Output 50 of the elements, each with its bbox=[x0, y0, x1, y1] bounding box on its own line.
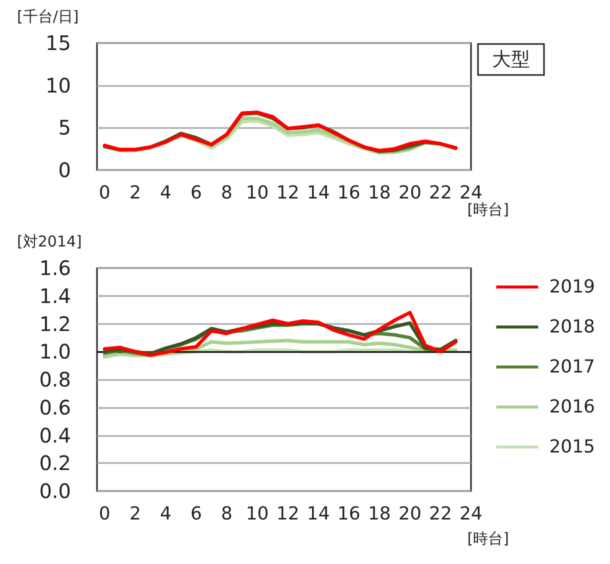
x-tick-label: 24 bbox=[460, 182, 482, 204]
y-tick-label: 1.6 bbox=[39, 256, 71, 280]
x-tick-label: 4 bbox=[160, 504, 172, 524]
x-tick-label: 14 bbox=[306, 504, 330, 524]
x-axis-title: [時台] bbox=[467, 530, 510, 548]
y-axis-title: [対2014] bbox=[17, 232, 82, 250]
x-tick-label: 8 bbox=[221, 504, 232, 524]
x-tick-label: 0 bbox=[98, 182, 110, 204]
y-tick-label: 15 bbox=[46, 31, 71, 55]
y-tick-label: 1.0 bbox=[39, 340, 71, 364]
y-tick-label: 0.8 bbox=[39, 368, 71, 392]
y-tick-label: 1.4 bbox=[39, 284, 71, 308]
y-tick-label: 10 bbox=[46, 73, 71, 98]
x-tick-label: 6 bbox=[190, 182, 202, 204]
x-tick-label: 10 bbox=[246, 504, 269, 524]
x-tick-label: 16 bbox=[337, 504, 360, 524]
y-tick-label: 0.0 bbox=[39, 479, 71, 503]
y-tick-label: 5 bbox=[58, 116, 71, 140]
y-tick-label: 1.2 bbox=[39, 312, 71, 336]
x-tick-label: 12 bbox=[276, 504, 300, 524]
x-tick-label: 16 bbox=[337, 182, 360, 204]
x-tick-label: 20 bbox=[398, 504, 422, 524]
y-tick-label: 0.2 bbox=[39, 451, 71, 476]
legend-label: 2016 bbox=[549, 396, 596, 418]
legend-label: 2018 bbox=[549, 316, 596, 338]
x-tick-label: 0 bbox=[98, 504, 110, 524]
x-tick-label: 22 bbox=[429, 504, 452, 524]
x-tick-label: 4 bbox=[160, 182, 172, 204]
y-axis-title: [千台/日] bbox=[17, 8, 79, 26]
x-tick-label: 18 bbox=[368, 504, 391, 524]
y-tick-label: 0 bbox=[58, 158, 71, 182]
x-tick-label: 22 bbox=[429, 182, 452, 204]
x-tick-label: 10 bbox=[246, 182, 269, 204]
text: 大型 bbox=[492, 48, 530, 70]
x-tick-label: 12 bbox=[276, 182, 300, 204]
legend-label: 2019 bbox=[549, 276, 596, 298]
line-series bbox=[102, 310, 458, 357]
y-tick-label: 0.4 bbox=[39, 423, 71, 448]
y-tick-label: 0.6 bbox=[39, 395, 71, 420]
x-tick-label: 24 bbox=[460, 504, 482, 524]
x-tick-label: 14 bbox=[306, 182, 330, 204]
x-tick-label: 20 bbox=[398, 182, 422, 204]
legend-label: 2017 bbox=[549, 356, 596, 378]
x-tick-label: 6 bbox=[190, 504, 202, 524]
x-tick-label: 2 bbox=[129, 504, 141, 524]
x-axis-title: [時台] bbox=[467, 200, 510, 218]
x-tick-label: 2 bbox=[129, 182, 141, 204]
x-tick-label: 18 bbox=[368, 182, 391, 204]
x-tick-label: 8 bbox=[221, 182, 232, 204]
legend-label: 2015 bbox=[549, 436, 596, 458]
